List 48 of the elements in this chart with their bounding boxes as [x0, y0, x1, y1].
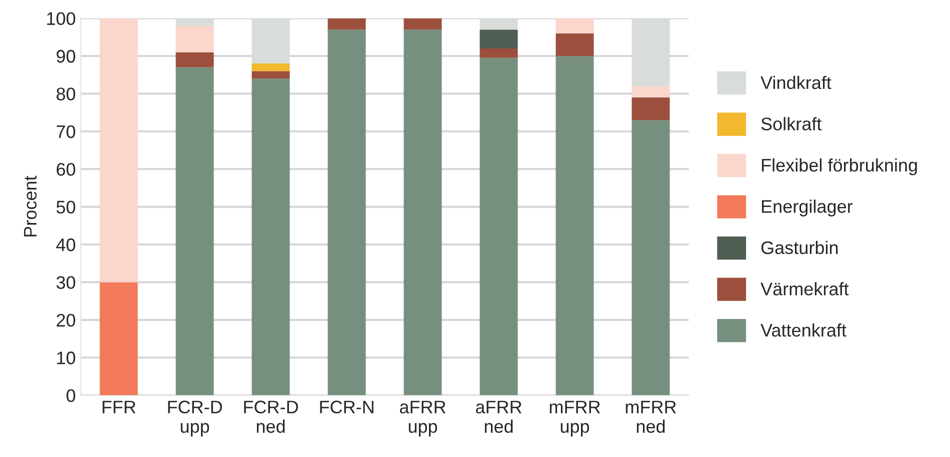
- y-tick-label: 50: [56, 200, 76, 214]
- x-tick-label: mFRR upp: [550, 400, 600, 436]
- y-tick-label: 0: [66, 389, 76, 402]
- x-tick-label: FCR-N: [320, 400, 374, 414]
- bar: [480, 58, 518, 396]
- bar: [176, 26, 214, 52]
- x-tick-label: aFRR upp: [400, 400, 446, 436]
- bar: [632, 86, 670, 98]
- legend-label: Energilager: [762, 200, 853, 216]
- bar: [632, 120, 670, 396]
- bar: [252, 78, 290, 396]
- legend-label: Vattenkraft: [760, 323, 846, 337]
- x-tick-label: mFRR ned: [626, 400, 676, 433]
- bar: [556, 56, 594, 396]
- legend-label: Gasturbin: [761, 240, 838, 254]
- legend-label: Flexibel förbrukning: [762, 158, 917, 176]
- y-tick-label: 60: [56, 163, 76, 176]
- bar: [556, 18, 594, 34]
- bar: [176, 52, 214, 68]
- bar: [252, 64, 290, 72]
- y-tick-label: 40: [56, 238, 76, 252]
- bar: [404, 30, 442, 396]
- x-tick-label: aFRR ned: [476, 400, 522, 433]
- bar: [100, 282, 138, 396]
- y-tick-label: 90: [56, 50, 76, 63]
- bar: [480, 48, 518, 58]
- bar: [252, 71, 290, 79]
- bar: [176, 67, 214, 396]
- y-tick-label: 20: [56, 314, 76, 327]
- bar: [556, 33, 594, 56]
- x-tick-label: FCR-D ned: [244, 400, 298, 433]
- y-tick-label: 100: [47, 12, 76, 25]
- y-tick-label: 30: [56, 276, 76, 289]
- bar: [100, 18, 138, 282]
- x-tick-label: FFR: [102, 400, 136, 414]
- bar: [328, 18, 366, 30]
- legend-label: Solkraft: [761, 117, 822, 130]
- bar: [480, 30, 518, 48]
- bar: [404, 18, 442, 30]
- y-tick-label: 80: [56, 88, 76, 100]
- x-tick-label: FCR-D upp: [168, 400, 222, 436]
- bar: [328, 30, 366, 396]
- legend-label: Vindkraft: [760, 76, 832, 90]
- bar: [632, 97, 670, 120]
- y-tick-label: 70: [56, 125, 76, 138]
- y-tick-label: 10: [57, 352, 76, 364]
- y-axis-title: Procent: [24, 176, 37, 236]
- legend-label: Värmekraft: [760, 282, 849, 296]
